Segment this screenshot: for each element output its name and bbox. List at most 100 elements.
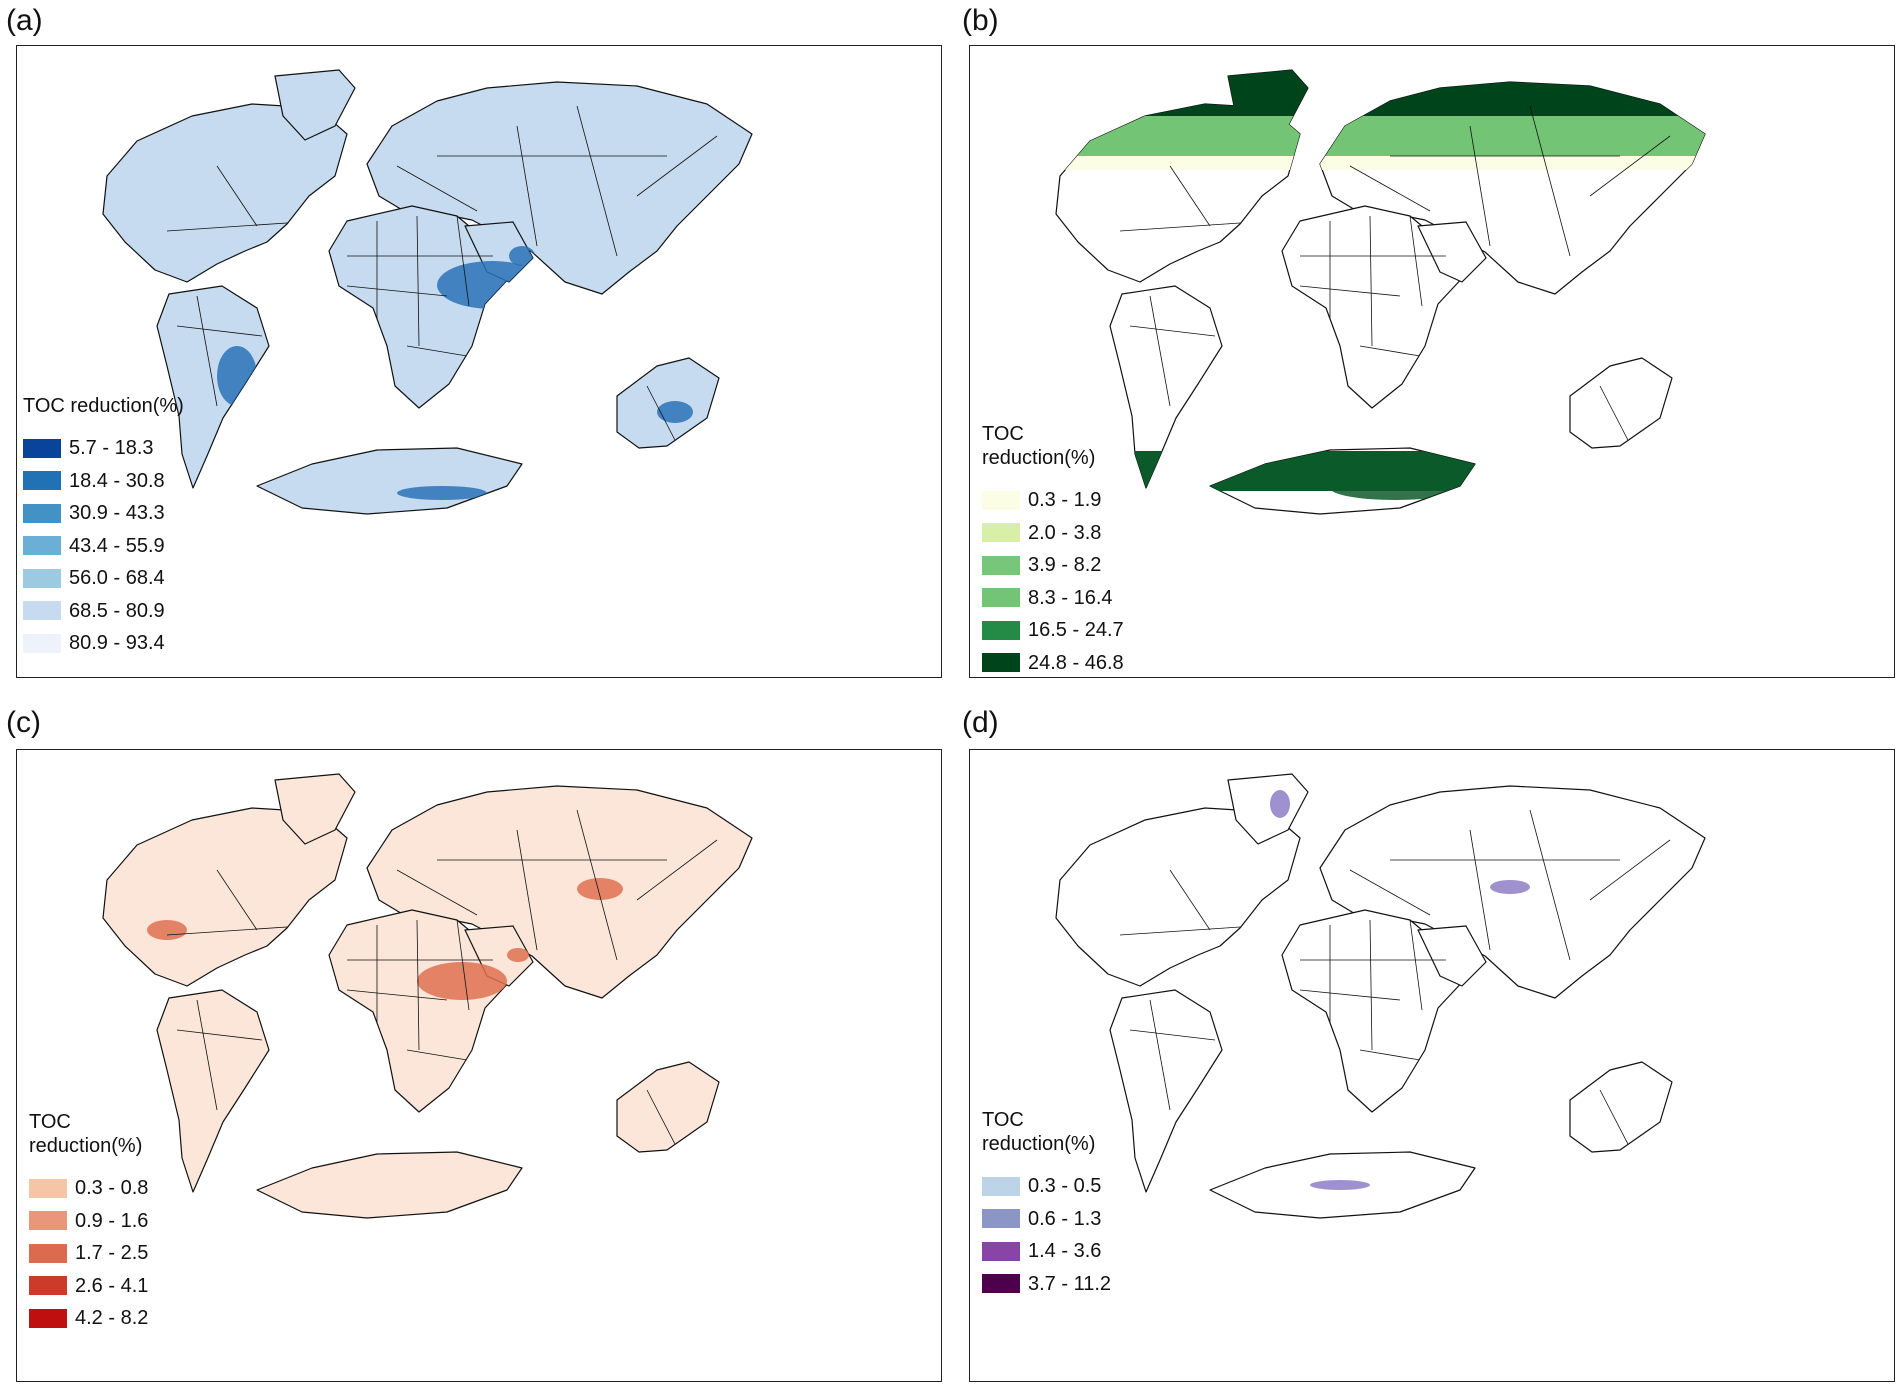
country-border (1409, 919, 1423, 1011)
land-arabia (1417, 925, 1487, 987)
legend-label: 3.7 - 11.2 (1028, 1272, 1112, 1295)
country-border (1349, 869, 1431, 916)
hotspot-0 (1270, 790, 1290, 818)
legend-swatch (29, 1178, 67, 1198)
country-border (216, 869, 258, 931)
country-border (1359, 345, 1421, 357)
land-south-america (156, 989, 270, 1193)
legend-item: 68.5 - 80.9 (23, 595, 184, 628)
legend-label: 1.7 - 2.5 (75, 1242, 149, 1265)
country-border (196, 999, 218, 1111)
legend-swatch (23, 503, 61, 523)
hotspot-0 (417, 962, 507, 1000)
country-border (196, 295, 218, 407)
country-border (516, 829, 538, 951)
legend-item: 3.9 - 8.2 (982, 549, 1142, 582)
legend-title: TOC reduction(%) (982, 1109, 1096, 1155)
legend-swatch (982, 1274, 1020, 1294)
panel-d-label: (d) (962, 706, 999, 739)
legend-item: 16.5 - 24.7 (982, 614, 1142, 647)
map-panel-b: TOC reduction(%) 0.3 - 1.9 2.0 - 3.8 3.9 - … (969, 45, 1895, 678)
country-border (516, 125, 538, 247)
land-antarctica (256, 1151, 523, 1219)
legend-label: 24.8 - 46.8 (1028, 651, 1124, 674)
country-border (176, 325, 263, 337)
country-border (1589, 839, 1671, 901)
panel-a-label: (a) (6, 4, 43, 37)
legend-item: 0.9 - 1.6 (29, 1205, 189, 1238)
low-band (1056, 156, 1705, 170)
world-map-a (102, 69, 753, 515)
country-border (346, 285, 448, 297)
legend-title: TOC reduction(%) (23, 395, 184, 417)
country-border (1149, 295, 1171, 407)
country-border (416, 215, 420, 347)
legend-item: 24.8 - 46.8 (982, 647, 1142, 678)
legend-label: 3.9 - 8.2 (1028, 554, 1102, 577)
legend-item: 80.9 - 93.4 (23, 627, 184, 660)
country-border (1129, 1029, 1216, 1041)
hotspot-2 (1310, 1180, 1370, 1190)
country-border (1599, 1089, 1631, 1149)
legend-swatch (23, 536, 61, 556)
hotspot-0 (437, 261, 547, 309)
world-map-d (1055, 773, 1706, 1219)
legend-label: 0.3 - 0.8 (75, 1177, 149, 1200)
map-panel-d: TOC reduction(%) 0.3 - 0.5 0.6 - 1.3 1.4 - … (969, 749, 1895, 1382)
legend-swatch (29, 1308, 67, 1328)
legend-label: 1.4 - 3.6 (1028, 1240, 1102, 1263)
hotspot-3 (657, 401, 693, 423)
country-border (406, 1049, 468, 1061)
legend-swatch (982, 490, 1020, 510)
country-border (176, 1029, 263, 1041)
hotspot-2 (397, 486, 487, 500)
legend-swatch (982, 523, 1020, 543)
legend-item: 18.4 - 30.8 (23, 465, 184, 498)
legend-label: 0.3 - 0.5 (1028, 1175, 1102, 1198)
country-border (1359, 1049, 1421, 1061)
map-panel-a: TOC reduction(%) 5.7 - 18.3 18.4 - 30.8 30.… (16, 45, 942, 678)
country-border (406, 345, 468, 357)
hotspot-2 (577, 878, 623, 900)
legend-label: 0.6 - 1.3 (1028, 1207, 1102, 1230)
legend-item: 1.4 - 3.6 (982, 1235, 1142, 1268)
country-border (1349, 165, 1431, 212)
land-north-america (102, 103, 348, 283)
legend-swatch (23, 568, 61, 588)
legend-label: 0.3 - 1.9 (1028, 489, 1102, 512)
legend-title: TOC reduction(%) (982, 423, 1096, 469)
country-border (456, 215, 470, 307)
legend-title: TOC reduction(%) (29, 1111, 143, 1157)
legend-label: 2.0 - 3.8 (1028, 521, 1102, 544)
legend-d: TOC reduction(%) 0.3 - 0.5 0.6 - 1.3 1.4 - … (982, 1108, 1142, 1300)
legend-label: 2.6 - 4.1 (75, 1274, 149, 1297)
land-greenland (274, 773, 356, 845)
legend-item: 0.3 - 0.5 (982, 1170, 1142, 1203)
legend-label: 16.5 - 24.7 (1028, 619, 1124, 642)
country-border (1529, 809, 1571, 961)
legend-item: 30.9 - 43.3 (23, 497, 184, 530)
legend-c: TOC reduction(%) 0.3 - 0.8 0.9 - 1.6 1.7 - … (29, 1110, 189, 1335)
panel-c-label: (c) (6, 706, 41, 739)
legend-swatch (982, 555, 1020, 575)
land-greenland (1227, 773, 1309, 845)
land-antarctica (256, 447, 523, 515)
land-north-america (102, 807, 348, 987)
country-border (1299, 989, 1401, 1001)
legend-item: 0.6 - 1.3 (982, 1203, 1142, 1236)
country-border (1369, 215, 1373, 347)
legend-swatch (982, 1176, 1020, 1196)
legend-item: 3.7 - 11.2 (982, 1268, 1142, 1301)
hotspot-1 (509, 246, 535, 266)
legend-label: 56.0 - 68.4 (69, 567, 165, 590)
country-border (216, 165, 258, 227)
country-border (416, 919, 420, 1051)
legend-label: 80.9 - 93.4 (69, 632, 165, 655)
country-border (396, 165, 478, 212)
boreal-band (1056, 116, 1705, 156)
legend-swatch (982, 1209, 1020, 1229)
country-border (1129, 325, 1216, 337)
legend-item: 0.3 - 0.8 (29, 1172, 189, 1205)
legend-label: 8.3 - 16.4 (1028, 586, 1113, 609)
country-border (1169, 869, 1211, 931)
